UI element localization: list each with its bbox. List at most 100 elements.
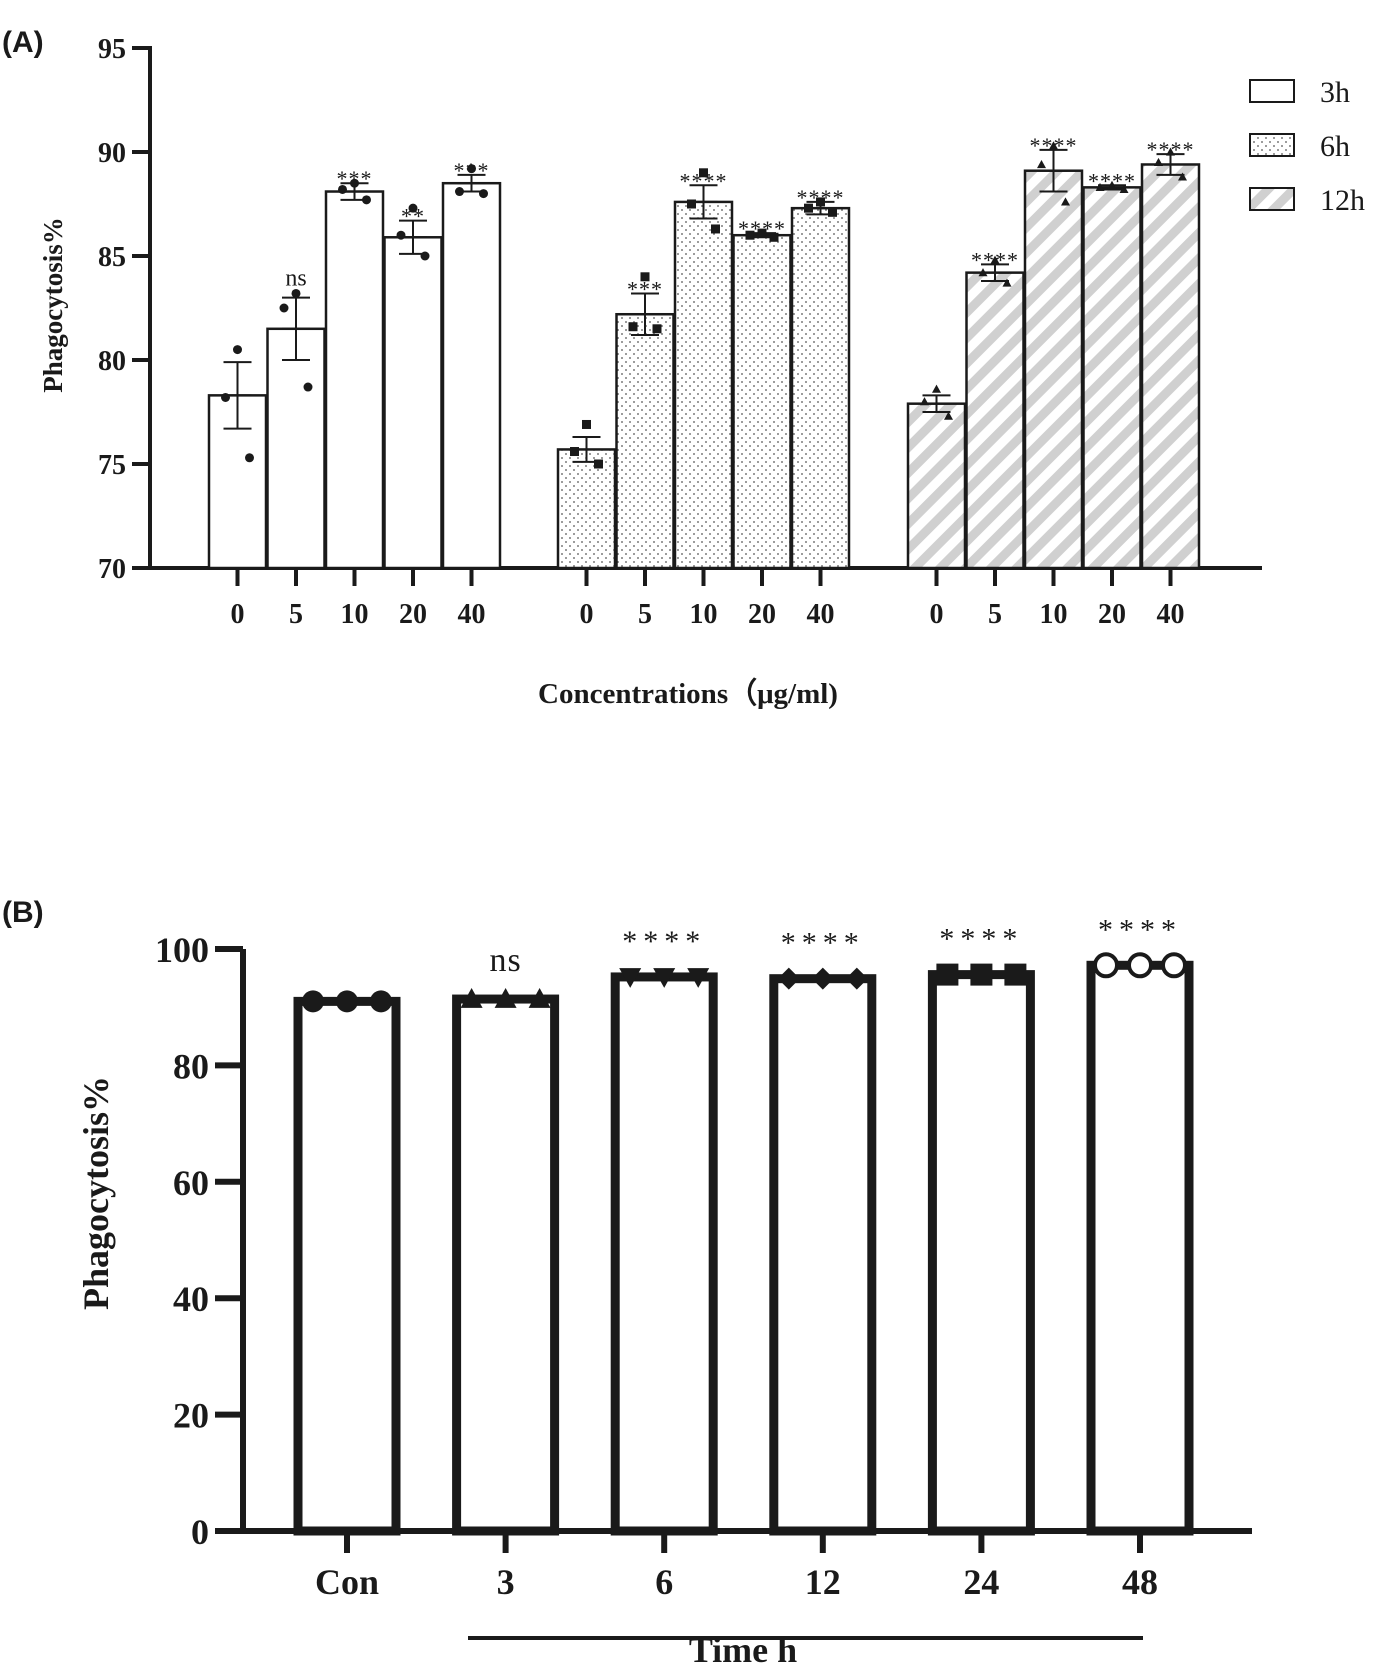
panel-b-y-tick-label: 80 bbox=[173, 1046, 209, 1086]
panel-a-legend-label: 12h bbox=[1320, 184, 1365, 217]
panel-b-bar-group bbox=[293, 990, 401, 1536]
panel-a-data-point bbox=[804, 203, 813, 213]
panel-a-series-3h: ns******** bbox=[207, 158, 502, 570]
panel-a-bar bbox=[965, 271, 1025, 570]
panel-a-bar bbox=[906, 402, 967, 570]
panel-a-significance-label: **** bbox=[1147, 137, 1195, 162]
panel-a-data-point bbox=[1002, 278, 1012, 287]
panel-b-data-point bbox=[653, 968, 676, 988]
panel-b-x-tick-label: 24 bbox=[963, 1562, 999, 1602]
panel-a-y-tick-label: 95 bbox=[98, 34, 126, 65]
panel-b-significance-label: ns bbox=[489, 942, 521, 979]
panel-a-data-point bbox=[594, 459, 603, 469]
panel-a-data-point bbox=[978, 268, 988, 277]
panel-b-bars: ns **** **** **** **** bbox=[293, 913, 1194, 1536]
panel-a-data-point bbox=[455, 187, 464, 197]
panel-a-data-point bbox=[479, 189, 488, 199]
panel-b-data-point bbox=[336, 990, 358, 1013]
panel-b-data-point bbox=[1004, 963, 1027, 986]
panel-a-bar bbox=[556, 448, 617, 570]
panel-a-data-point bbox=[1107, 180, 1117, 189]
panel-a-x-tick-label: 0 bbox=[231, 599, 245, 630]
panel-b-data-point bbox=[845, 967, 868, 990]
panel-a-significance-label: **** bbox=[680, 168, 728, 193]
panel-a-bar bbox=[266, 327, 326, 570]
panel-a-data-point bbox=[990, 255, 1000, 264]
panel-b-bar-group: **** bbox=[1086, 913, 1194, 1536]
panel-b-x-tick-label: 3 bbox=[497, 1562, 515, 1602]
panel-a-bar bbox=[383, 236, 443, 570]
panel-b-y-tick-label: 20 bbox=[173, 1396, 209, 1436]
panel-a-data-point bbox=[1061, 197, 1070, 206]
panel-a-data-point bbox=[291, 288, 301, 298]
panel-a-y-tick-label: 85 bbox=[98, 242, 126, 273]
panel-a-data-point bbox=[362, 195, 371, 205]
panel-b-data-point bbox=[370, 990, 392, 1013]
panel-a-label: (A) bbox=[2, 26, 44, 59]
panel-a-bar bbox=[1082, 186, 1142, 570]
panel-a-data-point bbox=[828, 207, 837, 217]
panel-a-y-tick-label: 75 bbox=[98, 450, 126, 481]
panel-a-data-point bbox=[1119, 184, 1129, 194]
panel-a-data-point bbox=[303, 382, 313, 392]
panel-a-bar bbox=[732, 233, 792, 570]
panel-b-data-point bbox=[777, 967, 800, 990]
panel-b-data-point bbox=[619, 968, 642, 988]
panel-a-bar bbox=[790, 206, 851, 570]
panel-a-data-point bbox=[221, 392, 230, 402]
panel-a-x-tick-label: 40 bbox=[458, 599, 486, 630]
panel-b-bar bbox=[927, 970, 1035, 1536]
panel-a-data-point bbox=[1154, 157, 1163, 166]
panel-b-y-tick-label: 60 bbox=[173, 1163, 209, 1203]
panel-b-significance-label: **** bbox=[1098, 913, 1182, 946]
panel-a-legend-swatch bbox=[1249, 187, 1295, 211]
panel-a-data-point bbox=[1166, 147, 1175, 156]
panel-a-bar bbox=[324, 190, 385, 570]
panel-a-x-tick-label: 20 bbox=[748, 599, 776, 630]
panel-a-data-point bbox=[640, 272, 650, 282]
panel-a-data-point bbox=[420, 251, 430, 261]
panel-b-significance-label: **** bbox=[622, 925, 706, 958]
panel-b-data-point bbox=[1127, 952, 1153, 979]
panel-b-bar bbox=[1086, 960, 1194, 1536]
panel-b-x-tick-label: Con bbox=[315, 1562, 379, 1602]
panel-b-bar-group: **** bbox=[610, 925, 718, 1536]
panel-a-y-tick-label: 70 bbox=[98, 554, 126, 585]
panel-a-x-tick-label: 10 bbox=[341, 599, 369, 630]
panel-a-data-point bbox=[570, 447, 579, 457]
panel-a-data-point bbox=[769, 232, 779, 242]
panel-b-significance-label: **** bbox=[939, 923, 1023, 956]
panel-a-x-tick-label: 5 bbox=[289, 599, 303, 630]
panel-a-significance-label: **** bbox=[797, 185, 845, 210]
panel-a-x-tick-label: 10 bbox=[690, 599, 718, 630]
panel-a-significance-label: **** bbox=[971, 247, 1019, 272]
panel-a-significance-label: **** bbox=[1088, 168, 1136, 193]
panel-a-legend-label: 3h bbox=[1320, 76, 1350, 109]
panel-a-data-point bbox=[467, 164, 476, 174]
panel-b-y-tick-label: 40 bbox=[173, 1279, 209, 1319]
panel-a-bar bbox=[441, 181, 502, 570]
panel-a-legend: 3h 6h 12h bbox=[1249, 76, 1365, 217]
panel-a-data-point bbox=[816, 197, 825, 207]
panel-a-significance-label: ** bbox=[401, 204, 425, 229]
panel-a-legend-label: 6h bbox=[1320, 130, 1350, 163]
panel-a-data-point bbox=[1178, 172, 1187, 181]
panel-a-data-point bbox=[279, 303, 289, 313]
panel-a-data-point bbox=[652, 324, 662, 334]
panel-b-data-point bbox=[1093, 952, 1119, 979]
panel-b-data-point bbox=[1161, 952, 1187, 979]
panel-b-data-point bbox=[970, 963, 993, 986]
panel-a-data-point bbox=[745, 230, 755, 240]
panel-a-data-point bbox=[245, 453, 254, 463]
panel-a-data-point bbox=[757, 228, 767, 238]
panel-a-xlabel: Concentrations（μg/ml) bbox=[538, 677, 838, 710]
panel-a-data-point bbox=[932, 384, 941, 393]
panel-b-data-point bbox=[811, 967, 834, 990]
panel-a-legend-swatch bbox=[1249, 79, 1295, 103]
panel-a-significance-label: *** bbox=[454, 158, 490, 183]
panel-a-data-point bbox=[699, 168, 708, 178]
panel-a-data-point bbox=[408, 203, 418, 213]
panel-a-data-point bbox=[396, 230, 406, 240]
